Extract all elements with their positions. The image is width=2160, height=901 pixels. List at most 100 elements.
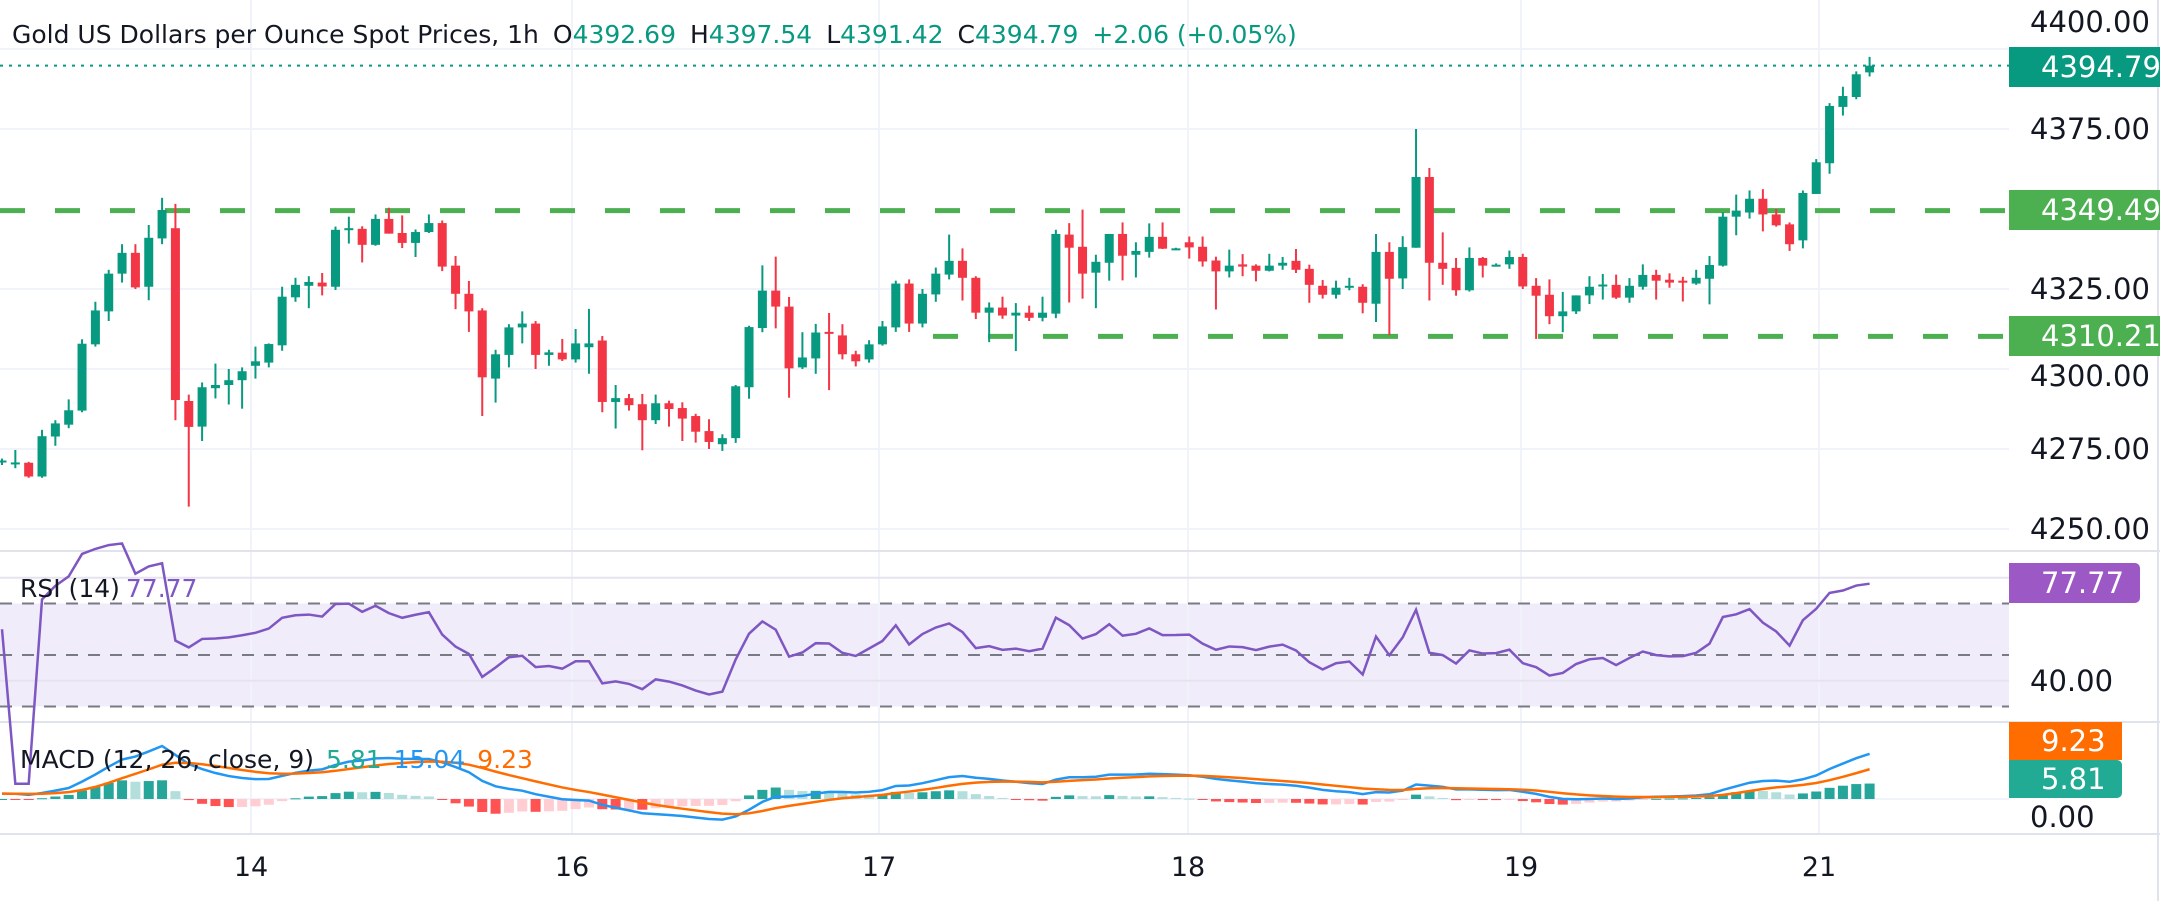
candle-up (50, 423, 60, 437)
macd-histogram-bar (824, 791, 835, 799)
price-tick-label: 4300.00 (2030, 359, 2150, 393)
candle-down (437, 223, 447, 267)
macd-histogram-bar (37, 798, 48, 800)
macd-histogram-bar (1691, 798, 1702, 800)
price-tick-label: 4375.00 (2030, 112, 2150, 146)
last-price-badge: 4394.79 (2009, 47, 2160, 87)
candle-up (1464, 257, 1474, 291)
candle-up (144, 237, 154, 287)
macd-histogram-bar (1090, 796, 1101, 799)
candle-down (531, 323, 541, 355)
candle-down (1158, 236, 1168, 249)
candle-down (824, 331, 834, 334)
macd-histogram-bar (1130, 796, 1141, 799)
candle-down (1318, 285, 1328, 295)
candle-down (451, 265, 461, 294)
macd-histogram-bar (1477, 799, 1488, 801)
candle-down (624, 398, 634, 406)
candle-down (1451, 267, 1461, 291)
candle-up (344, 228, 354, 231)
macd-histogram-bar (1250, 799, 1261, 803)
macd-histogram-bar (1571, 799, 1582, 804)
macd-histogram-bar (984, 796, 995, 799)
macd-histogram-bar (997, 797, 1008, 799)
macd-signal-value: 9.23 (477, 745, 533, 774)
macd-histogram-bar (1797, 793, 1808, 799)
macd-histogram-bar (1184, 798, 1195, 800)
macd-histogram-bar (1851, 784, 1862, 799)
macd-histogram-bar (250, 799, 261, 807)
macd-histogram-bar (423, 796, 434, 799)
macd-histogram-bar (637, 799, 648, 810)
candle-down (904, 283, 914, 324)
macd-histogram-bar (170, 791, 181, 799)
candle-up (224, 380, 234, 385)
candle-up (1504, 257, 1514, 265)
macd-histogram-bar (1104, 795, 1115, 799)
candle-up (584, 343, 594, 348)
symbol-title: Gold US Dollars per Ounce Spot Prices, 1… (12, 20, 539, 49)
candle-up (304, 281, 314, 286)
candle-up (864, 344, 874, 360)
time-tick-label: 17 (861, 852, 897, 883)
candle-up (1691, 277, 1701, 284)
candle-up (731, 386, 741, 439)
high-value: 4397.54 (708, 20, 813, 49)
candle-up (544, 352, 554, 355)
macd-line (1, 744, 1870, 821)
macd-histogram-bar (317, 796, 328, 799)
macd-histogram-bar (157, 780, 168, 799)
macd-histogram-bar (50, 796, 61, 799)
resistance-level-badge: 4349.49 (2009, 190, 2160, 230)
candle-down (784, 306, 794, 369)
macd-histogram-bar (1597, 799, 1608, 802)
candle-down (317, 282, 327, 287)
macd-histogram-bar (290, 798, 301, 800)
candle-up (1264, 265, 1274, 271)
macd-histogram-bar (0, 799, 7, 800)
candle-up (331, 229, 340, 287)
macd-histogram-bar (944, 790, 955, 799)
macd-histogram-bar (1290, 799, 1301, 803)
time-tick-label: 19 (1503, 852, 1539, 883)
macd-histogram-bar (490, 799, 501, 814)
candle-up (944, 260, 954, 275)
macd-hist-value: 5.81 (326, 745, 382, 774)
macd-histogram-bar (117, 780, 128, 799)
candle-down (771, 290, 781, 307)
candle-up (290, 284, 300, 298)
candle-up (197, 387, 207, 427)
macd-histogram-bar (677, 799, 688, 807)
macd-histogram-bar (1757, 791, 1768, 799)
macd-histogram-bar (77, 790, 88, 799)
candle-down (1251, 265, 1261, 271)
candle-up (1598, 284, 1608, 287)
rsi-legend: RSI (14) 77.77 (20, 574, 203, 603)
candle-down (957, 260, 967, 278)
macd-histogram-bar (477, 799, 488, 813)
rsi-label: RSI (14) (20, 574, 120, 603)
macd-histogram-bar (1437, 797, 1448, 799)
candle-down (1544, 294, 1554, 317)
candle-up (411, 232, 421, 243)
candle-down (170, 228, 180, 401)
candle-down (1771, 214, 1781, 226)
macd-histogram-bar (1344, 799, 1355, 805)
low-value: 4391.42 (840, 20, 944, 49)
macd-histogram-bar (1664, 798, 1675, 800)
candle-down (664, 403, 674, 409)
macd-histogram-bar (397, 794, 408, 799)
price-tick-label: 4250.00 (2030, 512, 2150, 546)
candle-down (1478, 257, 1488, 266)
candle-down (130, 252, 140, 288)
open-label: O (552, 20, 573, 49)
macd-histogram-bar (1331, 799, 1341, 805)
candle-down (1198, 246, 1208, 262)
macd-histogram-bar (717, 799, 728, 805)
candle-down (837, 335, 847, 355)
macd-histogram-bar (1544, 799, 1555, 805)
macd-histogram-bar (1584, 799, 1595, 803)
support-level-badge: 4310.21 (2009, 316, 2160, 356)
macd-histogram-bar (1050, 796, 1061, 799)
